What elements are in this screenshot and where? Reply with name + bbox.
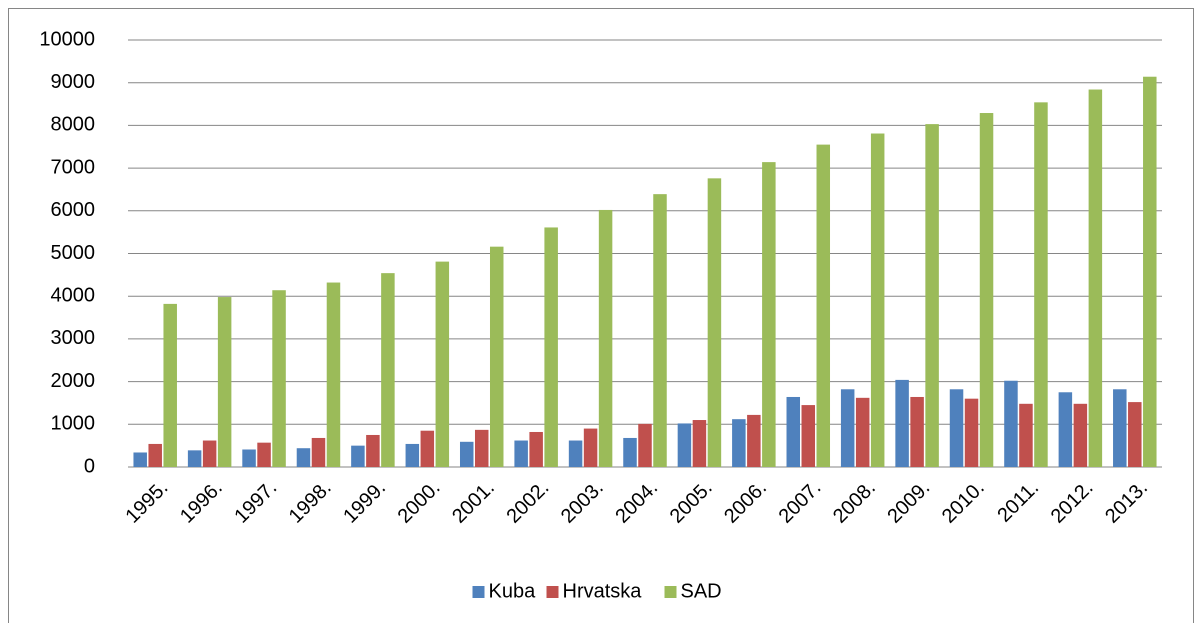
bar: [964, 398, 979, 467]
bar: [949, 389, 964, 467]
y-tick-label: 2000: [51, 370, 96, 392]
legend-label: Kuba: [489, 580, 537, 602]
bar: [762, 162, 776, 467]
y-tick-label: 10000: [39, 28, 95, 50]
x-tick-label: 2006.: [720, 477, 771, 528]
x-tick-label: 2003.: [557, 477, 608, 528]
bar: [855, 397, 870, 467]
x-tick-label: 1995.: [122, 477, 173, 528]
bar: [202, 440, 217, 467]
y-tick-label: 6000: [51, 199, 96, 221]
x-tick-label: 2005.: [666, 477, 717, 528]
x-tick-label: 1997.: [230, 477, 281, 528]
bar: [1113, 389, 1127, 467]
bar: [435, 261, 450, 467]
bar: [405, 443, 420, 467]
x-tick-label: 2012.: [1047, 477, 1098, 528]
bar: [1088, 89, 1103, 468]
y-tick-label: 7000: [51, 156, 96, 178]
bar: [133, 452, 147, 467]
bar: [311, 437, 326, 467]
bar: [925, 124, 939, 467]
bar: [583, 428, 598, 467]
bar: [623, 437, 637, 467]
bar: [1058, 392, 1073, 467]
bar: [326, 282, 341, 467]
bar: [544, 227, 558, 467]
x-tick-label: 2008.: [829, 477, 880, 528]
bar: [816, 144, 831, 468]
bar: [351, 445, 365, 467]
bar: [1019, 403, 1033, 467]
y-tick-label: 4000: [51, 284, 96, 306]
bar: [1073, 403, 1088, 467]
legend-swatch: [472, 586, 485, 598]
bar: [1143, 76, 1157, 468]
bar: [296, 448, 311, 467]
legend-swatch: [664, 586, 677, 598]
bar: [366, 434, 380, 467]
bar: [732, 419, 746, 467]
bar: [801, 405, 816, 467]
bar: [747, 414, 761, 467]
bar: [474, 429, 489, 467]
bar: [910, 396, 924, 467]
bar: [1128, 402, 1142, 467]
x-tick-label: 2004.: [611, 477, 662, 528]
bar: [568, 440, 583, 467]
legend-label: SAD: [681, 580, 722, 602]
bar: [1034, 102, 1048, 467]
bar: [979, 113, 994, 467]
bar: [489, 246, 504, 467]
x-tick-label: 1998.: [285, 477, 336, 528]
legend-swatch: [546, 586, 559, 598]
bar: [459, 441, 474, 467]
y-tick-label: 9000: [51, 71, 96, 93]
bar: [692, 420, 707, 467]
bar: [529, 431, 543, 467]
x-tick-label: 2009.: [883, 477, 934, 528]
y-tick-label: 1000: [51, 413, 96, 435]
bar: [420, 430, 435, 467]
bar: [707, 178, 722, 467]
y-tick-label: 0: [84, 455, 95, 477]
x-tick-label: 2007.: [775, 477, 826, 528]
x-tick-label: 1996.: [176, 477, 227, 528]
bar: [242, 449, 256, 467]
y-tick-label: 5000: [51, 242, 96, 264]
x-tick-label: 2010.: [938, 477, 989, 528]
bar: [272, 290, 286, 467]
x-tick-label: 2001.: [448, 477, 499, 528]
x-tick-label: 2011.: [993, 477, 1043, 527]
bar: [840, 389, 855, 467]
legend-label: Hrvatska: [563, 580, 643, 602]
x-tick-label: 2000.: [394, 477, 445, 528]
bar: [514, 440, 528, 467]
x-tick-label: 1999.: [339, 477, 390, 528]
bar: [187, 450, 202, 467]
y-tick-label: 8000: [51, 114, 96, 136]
bar: [1004, 380, 1018, 467]
bar: [786, 396, 801, 467]
bar: [895, 379, 909, 467]
bar: [217, 297, 232, 467]
x-tick-label: 2002.: [502, 477, 553, 528]
bar: [257, 442, 271, 467]
x-tick-label: 2013.: [1101, 477, 1152, 528]
bar: [870, 133, 885, 467]
bar: [598, 209, 613, 468]
bar: [381, 273, 395, 467]
bar: [653, 194, 667, 467]
bar: [638, 423, 652, 467]
bar: [148, 443, 162, 467]
chart-frame: [8, 8, 1194, 623]
bar: [677, 423, 692, 467]
y-tick-label: 3000: [51, 327, 96, 349]
bar: [163, 303, 177, 467]
